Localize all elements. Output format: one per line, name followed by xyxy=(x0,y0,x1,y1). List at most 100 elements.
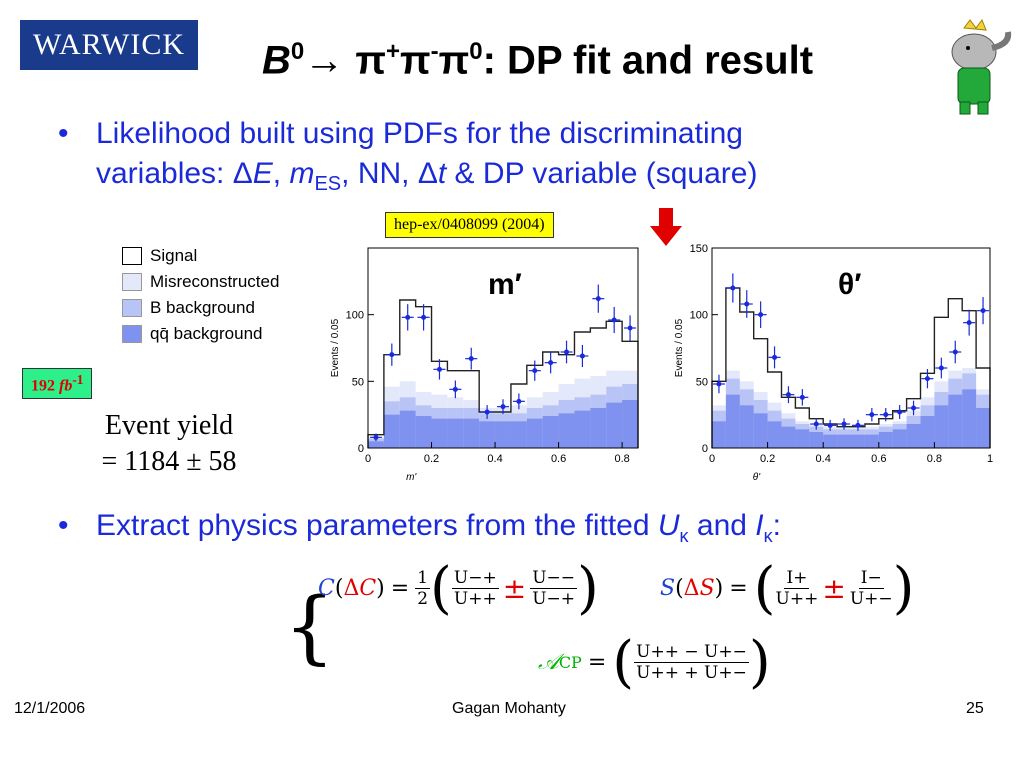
footer-page-number: 25 xyxy=(966,700,984,717)
data-point xyxy=(966,320,972,326)
data-point xyxy=(595,296,601,302)
y-tick-label: 100 xyxy=(690,310,708,322)
title-B: B xyxy=(262,38,291,83)
title-pi3: π xyxy=(438,38,470,83)
histogram-bar xyxy=(837,434,851,448)
y-tick-label: 0 xyxy=(358,443,364,455)
data-point xyxy=(500,404,506,410)
data-point xyxy=(405,314,411,320)
y-axis-label: Events / 0.05 xyxy=(674,318,685,377)
histogram-bar xyxy=(431,418,448,448)
data-point xyxy=(758,312,764,318)
footer-author: Gagan Mohanty xyxy=(452,700,566,717)
frac-S1: I+ U++ xyxy=(775,568,819,609)
legend-swatch xyxy=(122,299,142,317)
y-axis-label: Events / 0.05 xyxy=(330,318,341,377)
data-point xyxy=(516,398,522,404)
data-point xyxy=(911,405,917,411)
histogram-bar xyxy=(753,413,768,448)
x-tick-label: 0 xyxy=(365,453,371,465)
legend-swatch xyxy=(122,273,142,291)
legend-item-bbkg: B background xyxy=(122,298,255,318)
data-point xyxy=(813,421,819,427)
data-point xyxy=(841,421,847,427)
histogram-bar xyxy=(590,408,607,448)
legend-item-misrec: Misreconstructed xyxy=(122,272,279,292)
histogram-bar xyxy=(526,418,543,448)
bullet-dot: • xyxy=(58,509,69,542)
signal-outline xyxy=(367,299,639,448)
bullet-extract: • Extract physics parameters from the fi… xyxy=(58,506,996,556)
frac-ACP: U++ − U+− U++ + U+− xyxy=(634,642,749,683)
histogram-bar xyxy=(851,434,865,448)
equation-S: S(Δ S) = ( I+ U++ ± I− U+− ) xyxy=(660,556,915,621)
data-point xyxy=(373,434,379,440)
histogram-bar xyxy=(415,416,432,448)
plot-frame xyxy=(711,247,991,449)
histogram-bar xyxy=(892,429,907,448)
data-point xyxy=(611,317,617,323)
y-tick-label: 50 xyxy=(696,376,708,388)
histogram-bar xyxy=(906,424,921,448)
bullet1-line1: Likelihood built using PDFs for the disc… xyxy=(96,117,743,150)
footer-date: 12/1/2006 xyxy=(14,700,86,717)
x-tick-label: 0.2 xyxy=(424,453,439,465)
data-point xyxy=(799,394,805,400)
down-arrow-icon xyxy=(650,208,682,246)
y-tick-label: 150 xyxy=(690,243,708,255)
histogram-bar xyxy=(510,421,527,448)
data-point xyxy=(532,368,538,374)
data-point xyxy=(627,325,633,331)
data-point xyxy=(855,422,861,428)
data-point xyxy=(869,412,875,418)
data-point xyxy=(389,352,395,358)
x-axis-label: m' xyxy=(406,472,417,483)
histogram-bar xyxy=(976,408,990,448)
data-point xyxy=(421,314,427,320)
event-yield-label: Event yield xyxy=(104,410,234,441)
data-point xyxy=(897,409,903,415)
histogram-bar xyxy=(809,432,824,448)
x-tick-label: 1 xyxy=(987,453,993,465)
data-point xyxy=(452,386,458,392)
data-point xyxy=(785,392,791,398)
reference-box: hep-ex/0408099 (2004) xyxy=(385,212,554,238)
bullet1-line2: variables: ΔE, mES, NN, Δt & DP variable… xyxy=(96,157,758,195)
x-tick-label: 0.4 xyxy=(487,453,502,465)
x-tick-label: 0.8 xyxy=(927,453,942,465)
x-tick-label: 0.6 xyxy=(871,453,886,465)
histogram-bar xyxy=(574,410,591,448)
legend-swatch xyxy=(122,325,142,343)
data-point xyxy=(564,349,570,355)
y-tick-label: 50 xyxy=(352,376,364,388)
data-point xyxy=(924,376,930,382)
curly-brace: { xyxy=(284,580,335,673)
histogram-bar xyxy=(767,421,782,448)
x-tick-label: 0.6 xyxy=(551,453,566,465)
data-point xyxy=(772,354,778,360)
event-yield: Event yield = 1184 ± 58 xyxy=(80,408,258,480)
chart-m-prime: 0 0.2 0.4 0.6 0.8 0 50 100 Events / 0.05 m' xyxy=(330,247,639,483)
data-point xyxy=(827,422,833,428)
histogram-bar xyxy=(781,426,796,448)
histogram-bar xyxy=(463,418,480,448)
data-point xyxy=(952,349,958,355)
histogram-bar xyxy=(383,414,400,448)
title-pi3-sup: 0 xyxy=(469,38,483,65)
data-point xyxy=(980,308,986,314)
m-prime-label: m′ xyxy=(488,268,522,301)
title-pi2: π xyxy=(400,38,431,83)
histogram-bar xyxy=(962,389,977,448)
title-arrow: → π xyxy=(304,38,386,83)
frac-C2: U−− U−+ xyxy=(530,568,578,609)
histogram-bar xyxy=(948,394,963,448)
bullet-dot: • xyxy=(58,117,69,150)
frac-S2: I− U+− xyxy=(849,568,893,609)
histogram-bar xyxy=(725,394,740,448)
histogram-bar xyxy=(934,405,949,448)
signal-outline xyxy=(711,287,991,448)
data-point xyxy=(716,381,722,387)
x-tick-label: 0.2 xyxy=(760,453,775,465)
frac-C1: U−+ U++ xyxy=(451,568,499,609)
